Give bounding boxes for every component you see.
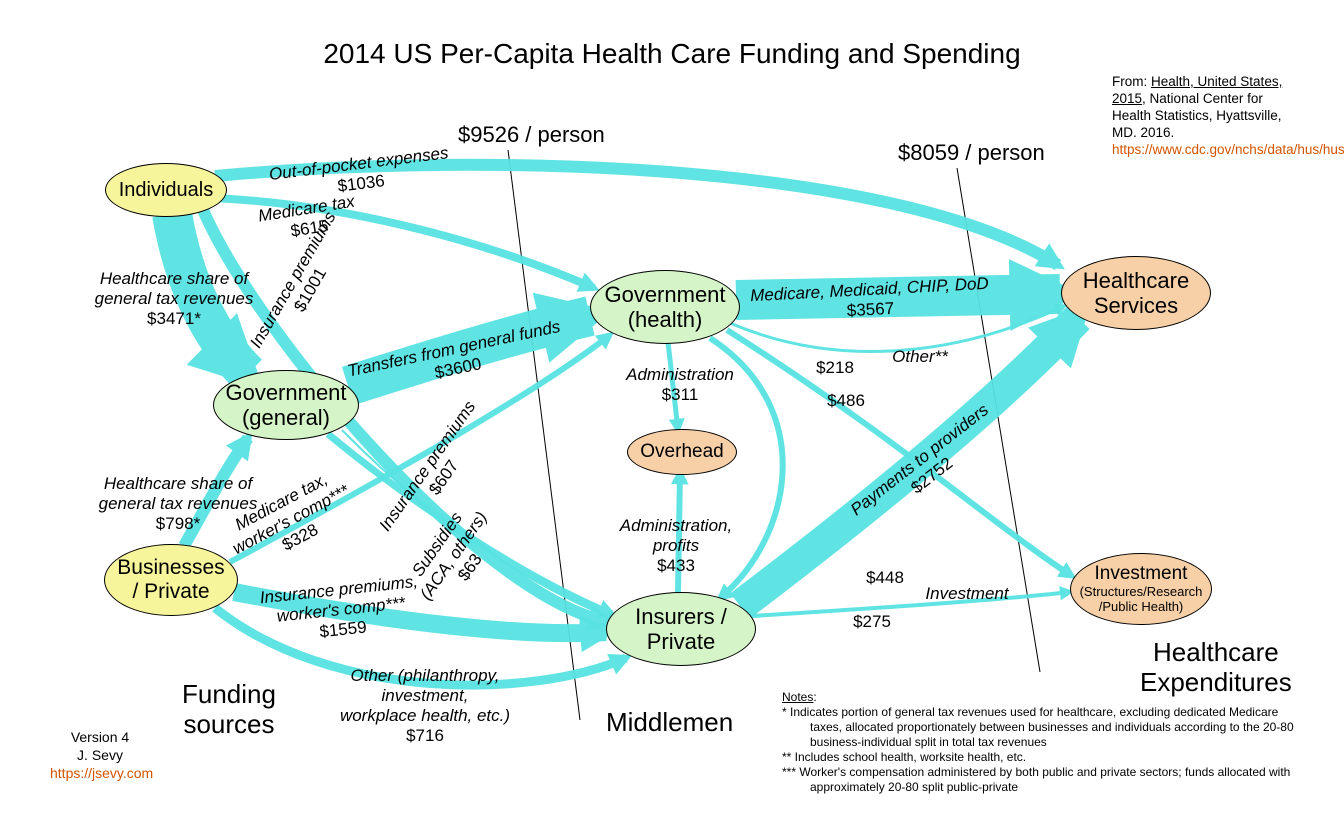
edge-ins_inv-amount: $275 — [832, 612, 912, 632]
edge-health_other-amount: $218 — [795, 358, 875, 378]
edge-label-ins_inv: Investment — [847, 584, 1087, 604]
edge-ins_admin-amount: $433 — [657, 556, 695, 575]
edge-bus_general-text: Healthcare share ofgeneral tax revenues — [99, 474, 258, 513]
diagram-title: 2014 US Per-Capita Health Care Funding a… — [0, 38, 1344, 70]
edge-health_mmcd-amount: $3567 — [846, 299, 894, 320]
left-divider-amount: $9526 / person — [458, 122, 605, 148]
note-item-2: *** Worker's compensation administered b… — [782, 765, 1302, 795]
source-citation: From: Health, United States, 2015, Natio… — [1112, 74, 1302, 158]
node-services-label: Healthcare Services — [1083, 268, 1189, 319]
node-gov_health-label: Government (health) — [604, 282, 725, 333]
edge-health_other-text: Other** — [892, 347, 948, 366]
node-overhead-label: Overhead — [640, 441, 723, 463]
edge-ins_inv-text: Investment — [925, 584, 1008, 603]
node-gov_health: Government (health) — [590, 270, 740, 344]
node-individuals-label: Individuals — [119, 179, 214, 202]
version-block: Version 4 J. Sevy https://jsevy.com — [50, 728, 150, 783]
version-line-2: J. Sevy — [77, 747, 123, 763]
node-insurers-label: Insurers / Private — [635, 604, 727, 655]
edge-label-health_to_ins: $486 — [726, 391, 966, 411]
version-line-1: Version 4 — [71, 729, 129, 745]
edge-health_admin-amount: $311 — [662, 385, 699, 404]
edge-health_admin-text: Administration — [626, 365, 734, 384]
right-divider-amount: $8059 / person — [898, 140, 1045, 166]
node-services: Healthcare Services — [1061, 256, 1211, 330]
edge-ind_general-amount: $3471* — [147, 309, 201, 328]
source-prefix: From: — [1112, 74, 1151, 89]
node-individuals: Individuals — [105, 163, 227, 217]
node-insurers: Insurers / Private — [606, 592, 756, 666]
edge-label-ins_admin: Administration,profits$433 — [556, 516, 796, 576]
section-funding-sources: Funding sources — [182, 680, 276, 740]
edge-label-bus_other: Other (philanthropy, investment,workplac… — [305, 666, 545, 746]
note-item-1: ** Includes school health, worksite heal… — [782, 750, 1302, 765]
edge-label-ind_general: Healthcare share ofgeneral tax revenues$… — [54, 269, 294, 329]
node-investment-label: Investment — [1080, 563, 1203, 585]
notes-heading: Notes — [782, 690, 813, 704]
diagram-stage: { "type": "flowchart", "title": "2014 US… — [0, 0, 1344, 816]
notes-block: Notes: * Indicates portion of general ta… — [782, 690, 1302, 795]
version-url[interactable]: https://jsevy.com — [50, 765, 153, 781]
node-overhead: Overhead — [627, 429, 737, 475]
edge-ind_general-text: Healthcare share ofgeneral tax revenues — [95, 269, 254, 308]
edge-bus_other-text: Other (philanthropy, investment,workplac… — [340, 666, 510, 725]
source-url[interactable]: https://www.cdc.gov/nchs/data/hus/hus15.… — [1112, 142, 1344, 157]
node-investment-sublabel: (Structures/Research /Public Health) — [1080, 585, 1203, 615]
edge-bus_general-amount: $798* — [156, 514, 200, 533]
edge-ins_admin-text: Administration,profits — [620, 516, 732, 555]
node-investment: Investment(Structures/Research /Public H… — [1070, 553, 1212, 625]
section-middlemen: Middlemen — [606, 708, 733, 738]
edge-health_to_ins-amount: $486 — [827, 391, 865, 410]
edge-bus_other-amount: $716 — [406, 726, 444, 745]
section-expenditures: Healthcare Expenditures — [1140, 638, 1292, 698]
edge-bus_prem-amount: $1559 — [319, 618, 368, 642]
note-item-0: * Indicates portion of general tax reven… — [782, 705, 1302, 750]
